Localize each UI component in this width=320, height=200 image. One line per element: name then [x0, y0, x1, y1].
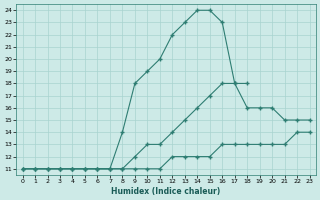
X-axis label: Humidex (Indice chaleur): Humidex (Indice chaleur) [111, 187, 221, 196]
